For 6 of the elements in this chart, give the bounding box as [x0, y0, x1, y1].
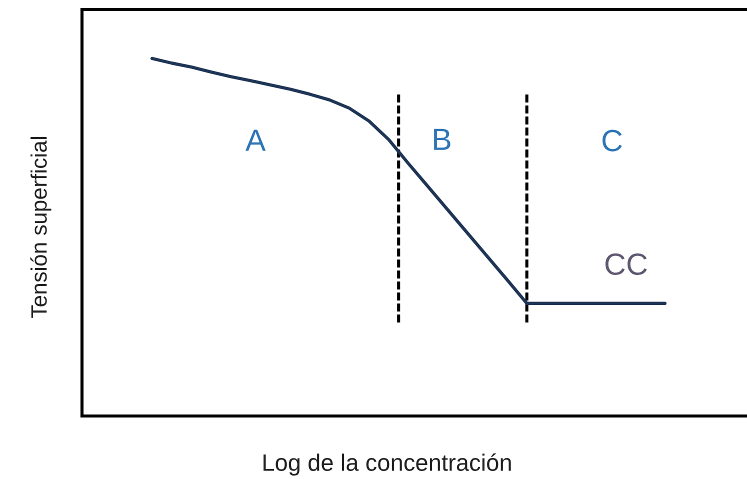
annotation: B	[434, 128, 450, 150]
y-axis-title: Tensión superficial	[30, 137, 52, 318]
x-axis-title: Log de la concentración	[264, 453, 511, 476]
annotation: A	[245, 130, 266, 151]
annotation: CC	[605, 253, 647, 276]
annotation: C	[602, 130, 622, 152]
